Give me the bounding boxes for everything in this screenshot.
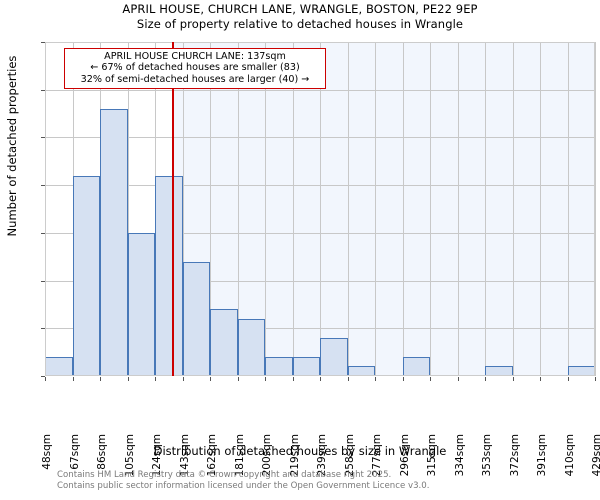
plot-area [45, 42, 596, 376]
histogram-bar [72, 175, 100, 376]
property-marker-line [172, 42, 175, 376]
gridline-vertical [320, 42, 321, 376]
x-axis-tick-mark [127, 377, 129, 381]
x-axis-tick-mark [265, 377, 266, 381]
histogram-bar [485, 366, 513, 376]
annotation-box: APRIL HOUSE CHURCH LANE: 137sqm ← 67% of… [64, 48, 326, 90]
y-axis-tick-mark [41, 232, 45, 234]
x-axis-tick-mark [430, 377, 431, 381]
histogram-bar [127, 232, 155, 376]
histogram-bar [155, 175, 183, 376]
x-axis-tick-mark [375, 377, 376, 381]
y-axis-tick-mark [41, 280, 45, 282]
y-axis-tick-mark [41, 328, 45, 330]
x-axis-tick-mark [567, 377, 569, 381]
x-axis-tick-mark [100, 377, 101, 381]
gridline-vertical [237, 42, 239, 376]
y-axis-tick-mark [41, 185, 45, 187]
footer-line-1: Contains HM Land Registry data © Crown c… [57, 470, 392, 480]
annotation-line-1: APRIL HOUSE CHURCH LANE: 137sqm [104, 51, 286, 62]
gridline-vertical [265, 42, 266, 376]
x-axis-tick-mark [182, 377, 184, 381]
histogram-bar [402, 356, 430, 376]
footer-line-2: Contains public sector information licen… [57, 480, 430, 491]
x-axis-tick-mark [292, 377, 294, 381]
y-axis-tick-mark [41, 89, 45, 91]
histogram-bar [320, 337, 348, 376]
y-axis-tick-mark [41, 42, 45, 43]
page-title: APRIL HOUSE, CHURCH LANE, WRANGLE, BOSTO… [122, 2, 478, 16]
gridline-vertical [127, 42, 129, 376]
gridline-vertical [512, 42, 514, 376]
histogram-bars [45, 42, 595, 376]
histogram-bar [265, 356, 293, 376]
y-axis-tick-mark [41, 137, 45, 139]
gridline-vertical [485, 42, 486, 376]
x-axis-tick-mark [155, 377, 156, 381]
histogram-bar [347, 366, 375, 376]
histogram-bar [567, 366, 595, 376]
gridline-vertical [347, 42, 349, 376]
annotation-line-2: ← 67% of detached houses are smaller (83… [90, 62, 300, 74]
x-axis-tick-mark [485, 377, 486, 381]
histogram-bar [237, 318, 265, 376]
x-axis-tick-mark [347, 377, 349, 381]
gridline-vertical [567, 42, 569, 376]
x-axis-tick-mark [512, 377, 514, 381]
x-axis-tick-mark [210, 377, 211, 381]
gridline-vertical [430, 42, 431, 376]
y-axis-label: Number of detached properties [5, 55, 19, 237]
histogram-bar [100, 108, 128, 376]
footer: Contains HM Land Registry data © Crown c… [57, 470, 597, 491]
histogram-bar [292, 356, 320, 376]
gridline-vertical [375, 42, 376, 376]
x-axis-tick-mark [402, 377, 404, 381]
x-axis-tick-mark [540, 377, 541, 381]
gridline-vertical [210, 42, 211, 376]
gridline-vertical [402, 42, 404, 376]
chart-title-block: APRIL HOUSE, CHURCH LANE, WRANGLE, BOSTO… [0, 2, 600, 32]
histogram-bar [182, 261, 210, 376]
gridline-vertical [540, 42, 541, 376]
x-axis-label: Distribution of detached houses by size … [153, 444, 447, 458]
gridline-vertical [457, 42, 459, 376]
x-axis-tick-mark [45, 377, 46, 381]
annotation-line-3: 32% of semi-detached houses are larger (… [80, 73, 310, 85]
x-axis-tick-mark [237, 377, 239, 381]
y-axis-tick-mark [41, 376, 45, 377]
page-subtitle: Size of property relative to detached ho… [136, 17, 464, 31]
x-axis-tick-mark [457, 377, 459, 381]
histogram-bar [45, 356, 73, 376]
x-axis-tick-mark [72, 377, 74, 381]
gridline-vertical [292, 42, 294, 376]
x-axis-tick-mark [320, 377, 321, 381]
x-axis-tick-mark [595, 377, 596, 381]
gridline-vertical [595, 42, 596, 376]
histogram-bar [210, 309, 238, 376]
gridline-vertical [182, 42, 184, 376]
